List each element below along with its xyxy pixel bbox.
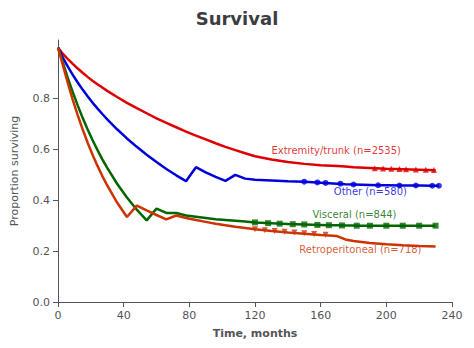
svg-text:240: 240 [442,309,463,322]
svg-text:Retroperitoneal (n=718): Retroperitoneal (n=718) [299,244,421,255]
svg-text:200: 200 [376,309,397,322]
svg-text:40: 40 [117,309,131,322]
svg-text:0: 0 [55,309,62,322]
svg-text:120: 120 [245,309,266,322]
svg-text:Proportion surviving: Proportion surviving [8,116,21,227]
svg-text:Visceral (n=844): Visceral (n=844) [312,209,396,220]
svg-text:0.6: 0.6 [33,143,51,156]
svg-text:0.8: 0.8 [33,92,51,105]
svg-text:0.0: 0.0 [33,296,51,309]
svg-text:Survival: Survival [196,8,279,29]
svg-text:160: 160 [310,309,331,322]
svg-text:Time, months: Time, months [213,327,298,340]
svg-text:Extremity/trunk (n=2535): Extremity/trunk (n=2535) [271,145,401,156]
svg-text:0.2: 0.2 [33,245,51,258]
svg-text:Other (n=580): Other (n=580) [334,186,407,197]
svg-text:0.4: 0.4 [33,194,51,207]
svg-text:80: 80 [182,309,196,322]
